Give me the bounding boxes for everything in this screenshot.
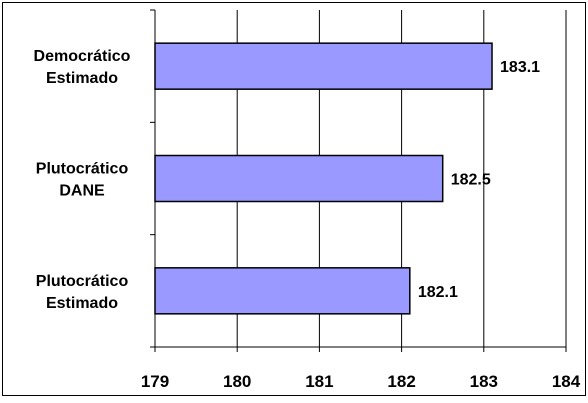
category-label: Democrático Estimado bbox=[34, 48, 131, 87]
category-label-line: Estimado bbox=[46, 295, 118, 312]
category-label: Plutocrático Estimado bbox=[36, 273, 129, 312]
bar bbox=[154, 42, 493, 90]
category-label-line: Democrático bbox=[34, 48, 131, 65]
x-tick-label: 181 bbox=[305, 372, 333, 391]
data-label: 182.1 bbox=[418, 284, 458, 301]
data-label: 182.5 bbox=[451, 172, 491, 189]
x-tick-label: 179 bbox=[141, 372, 169, 391]
category-label-line: Plutocrático bbox=[36, 161, 129, 178]
category-label-line: Plutocrático bbox=[36, 273, 129, 290]
data-label: 183.1 bbox=[500, 59, 540, 76]
labels: 179 180 181 182 183 184 183.1 Democrático Estima… bbox=[34, 48, 581, 391]
category-label-line: Estimado bbox=[46, 70, 118, 87]
x-tick-label: 183 bbox=[470, 372, 498, 391]
x-tick-label: 182 bbox=[387, 372, 415, 391]
axes bbox=[150, 9, 567, 352]
x-tick-label: 180 bbox=[223, 372, 251, 391]
bar bbox=[154, 267, 411, 315]
category-label: Plutocrático DANE bbox=[36, 161, 129, 200]
bar bbox=[154, 154, 444, 203]
category-label-line: DANE bbox=[59, 183, 105, 200]
x-tick-label: 184 bbox=[552, 372, 581, 391]
